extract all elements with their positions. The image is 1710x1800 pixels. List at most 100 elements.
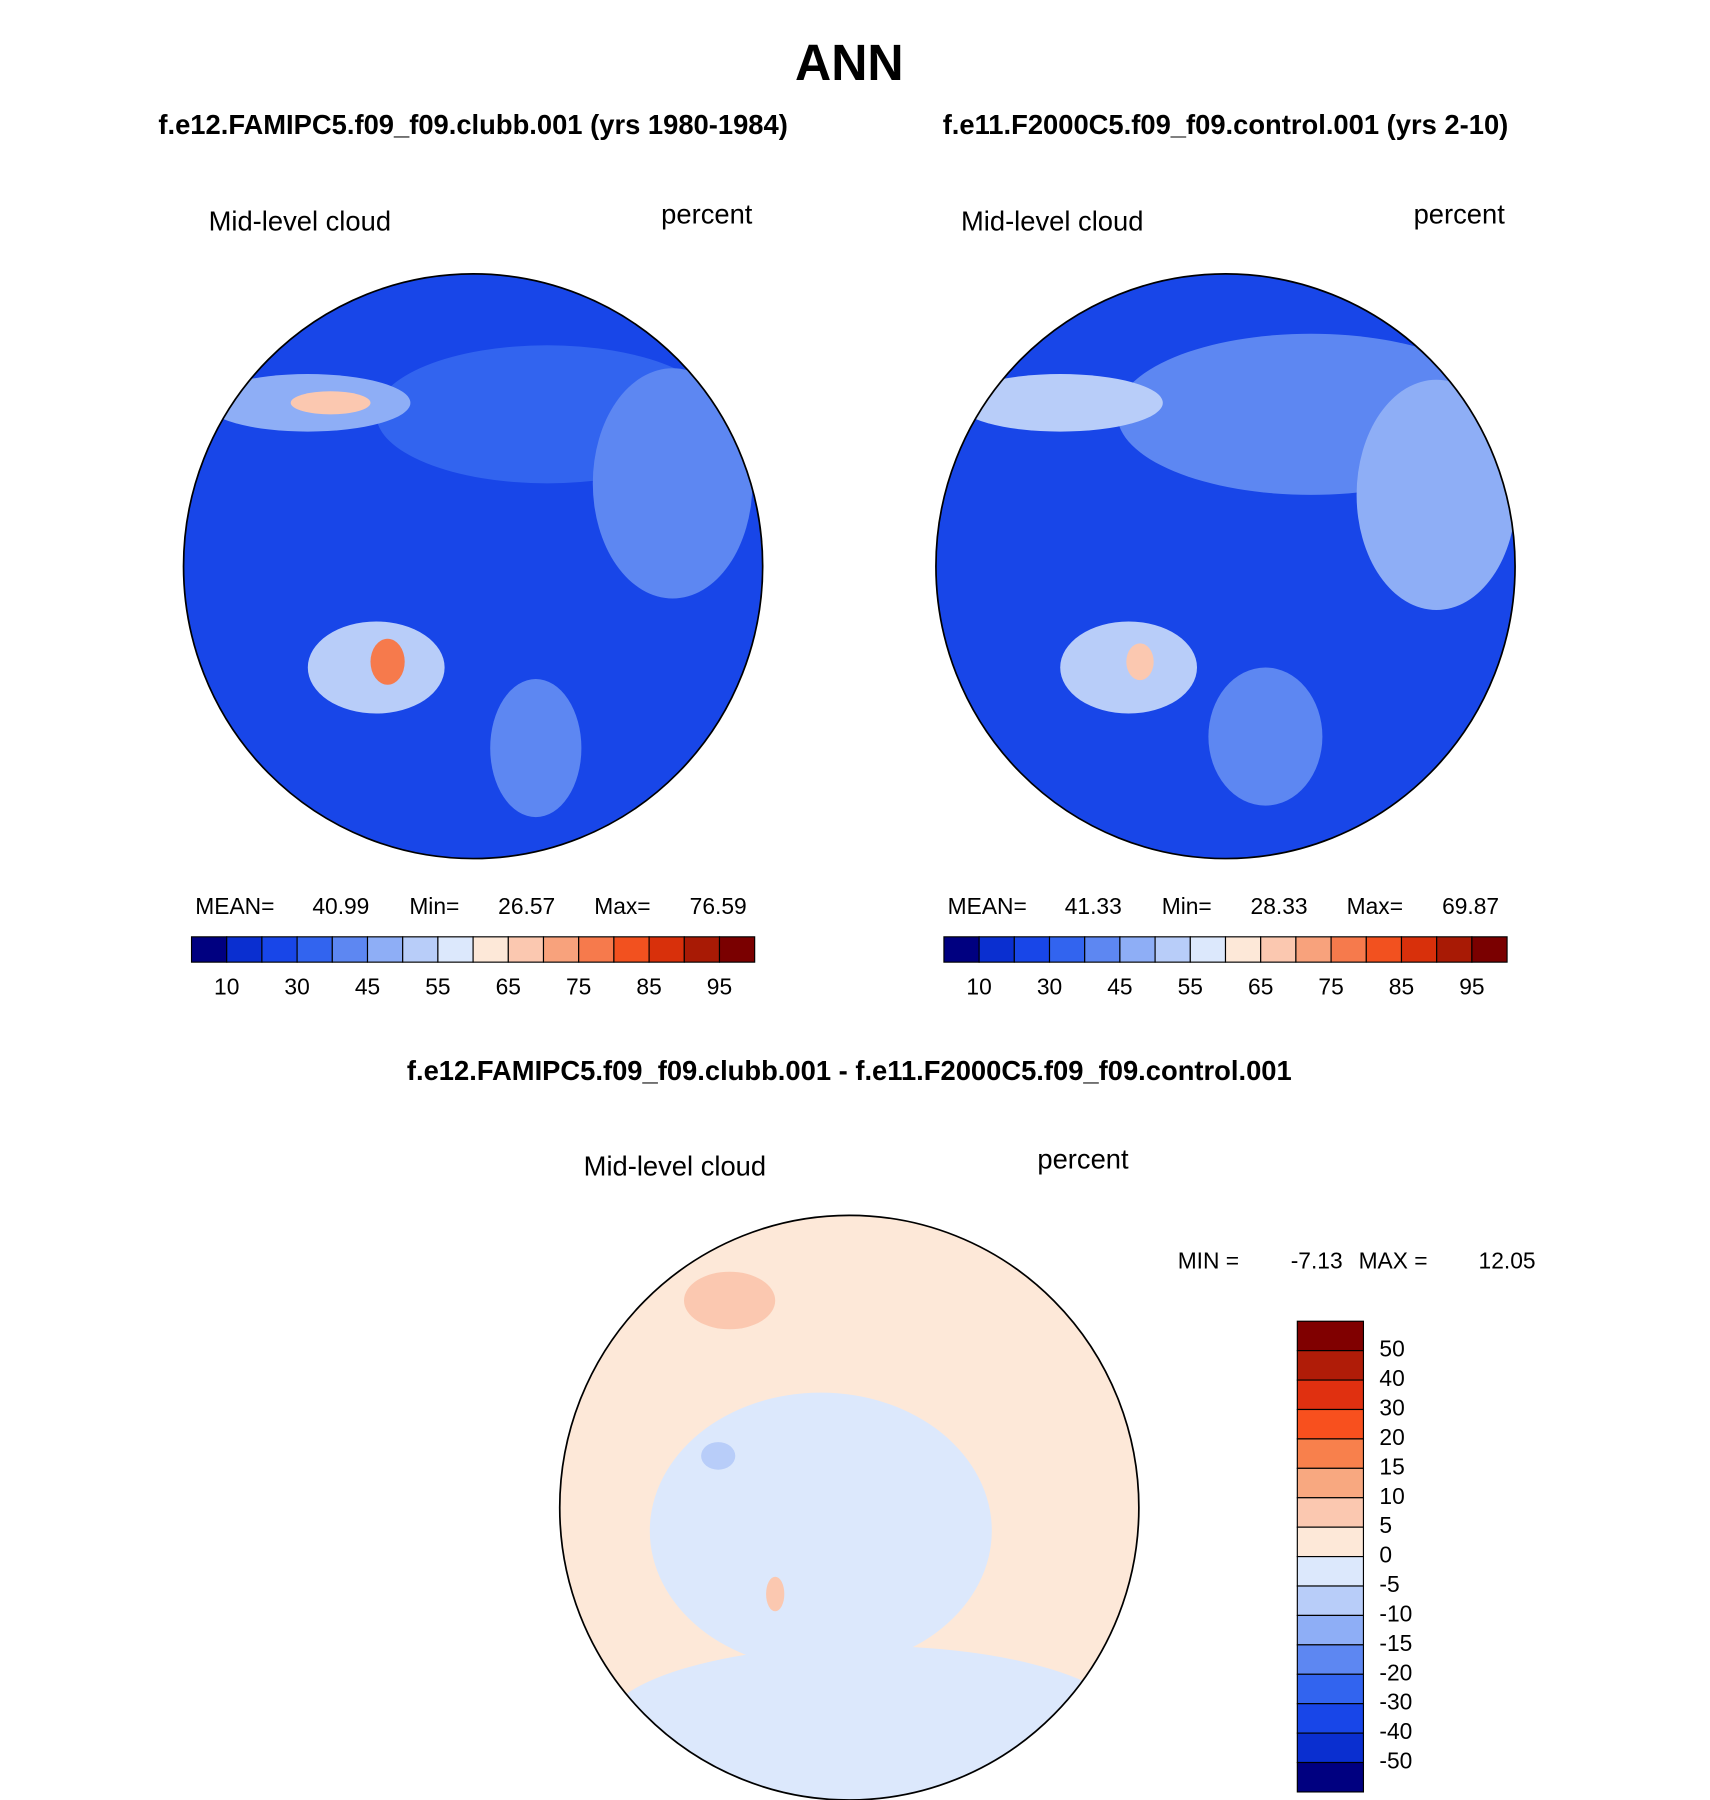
colorbar-box	[613, 936, 650, 963]
colorbar-label: 5	[1379, 1512, 1392, 1538]
colorbar-box	[1296, 1438, 1365, 1469]
colorbar-label: 45	[355, 974, 380, 1000]
colorbar-box	[296, 936, 333, 963]
variable-label: Mid-level cloud	[209, 205, 391, 236]
colorbar-box	[1224, 936, 1262, 963]
colorbar-box	[1189, 936, 1227, 963]
units-label: percent	[1414, 199, 1506, 230]
colorbar-box	[1296, 1673, 1365, 1705]
colorbar-box	[1296, 1585, 1365, 1617]
colorbar-box	[1296, 1761, 1365, 1793]
stat-label: MEAN=	[195, 893, 274, 919]
colorbar-label: -50	[1379, 1748, 1412, 1774]
colorbar-box	[1400, 936, 1438, 963]
colorbar-box	[1296, 1497, 1365, 1528]
colorbar-box	[578, 936, 615, 963]
stat-label: Min=	[1162, 893, 1212, 919]
stat-label: MEAN=	[948, 893, 1027, 919]
colorbar-label: -20	[1379, 1659, 1412, 1685]
map-border	[935, 273, 1516, 860]
stat-label: Max=	[594, 893, 650, 919]
colorbar-label: 30	[1379, 1394, 1404, 1420]
colorbar-label: -40	[1379, 1718, 1412, 1744]
colorbar-label: 65	[496, 974, 521, 1000]
stat-value: 26.57	[498, 893, 555, 919]
stat-value: -7.13	[1291, 1248, 1343, 1274]
colorbar-label: 15	[1379, 1453, 1404, 1479]
stat-label: MIN =	[1178, 1248, 1239, 1274]
colorbar-box	[1365, 936, 1403, 963]
stat-value: 28.33	[1251, 893, 1308, 919]
colorbar-box	[683, 936, 721, 963]
map-border	[558, 1214, 1140, 1800]
colorbar-label: 85	[1389, 974, 1414, 1000]
colorbar-box	[1296, 1556, 1365, 1587]
colorbar-box	[226, 936, 263, 963]
colorbar-box	[943, 936, 980, 963]
colorbar-label: -30	[1379, 1689, 1412, 1715]
colorbar-box	[1296, 1350, 1365, 1381]
colorbar-label: 10	[1379, 1483, 1404, 1509]
colorbar-label: 95	[707, 974, 732, 1000]
colorbar-label: 55	[1178, 974, 1203, 1000]
variable-label: Mid-level cloud	[584, 1150, 766, 1181]
colorbar-box	[1260, 936, 1297, 963]
colorbar-box	[1296, 1703, 1365, 1734]
colorbar-box	[366, 936, 404, 963]
colorbar-label: -5	[1379, 1571, 1399, 1597]
colorbar-label: -15	[1379, 1630, 1412, 1656]
colorbar-label: 10	[966, 974, 991, 1000]
colorbar-box	[1471, 936, 1508, 963]
colorbar-box	[978, 936, 1015, 963]
panel-title: f.e12.FAMIPC5.f09_f09.clubb.001 (yrs 198…	[158, 109, 787, 140]
stat-value: 41.33	[1065, 893, 1122, 919]
colorbar-box	[1296, 1408, 1365, 1440]
panel-title: f.e11.F2000C5.f09_f09.control.001 (yrs 2…	[943, 109, 1509, 140]
colorbar-box	[1296, 1320, 1365, 1352]
colorbar-box	[1296, 1379, 1365, 1411]
colorbar-box	[1119, 936, 1156, 963]
colorbar-label: 30	[284, 974, 309, 1000]
figure-title: ANN	[795, 34, 904, 91]
colorbar-box	[1296, 1526, 1365, 1558]
colorbar-box	[1048, 936, 1086, 963]
map-border	[182, 273, 764, 860]
units-label: percent	[661, 199, 753, 230]
variable-label: Mid-level cloud	[961, 205, 1143, 236]
colorbar-label: 40	[1379, 1365, 1404, 1391]
colorbar-box	[331, 936, 369, 963]
colorbar-box	[1295, 936, 1332, 963]
colorbar-box	[437, 936, 474, 963]
colorbar-box	[542, 936, 580, 963]
colorbar-label: 75	[1318, 974, 1343, 1000]
stat-label: Max=	[1347, 893, 1403, 919]
map	[183, 273, 763, 859]
colorbar-label: 55	[425, 974, 450, 1000]
colorbar-box	[1013, 936, 1051, 963]
diff-title: f.e12.FAMIPC5.f09_f09.clubb.001 - f.e11.…	[407, 1055, 1292, 1086]
colorbar-label: 20	[1379, 1424, 1404, 1450]
stat-value: 69.87	[1442, 893, 1499, 919]
colorbar-box	[1296, 1467, 1365, 1499]
units-label: percent	[1037, 1143, 1129, 1174]
colorbar-box	[1296, 1614, 1365, 1646]
colorbar-box	[1084, 936, 1121, 963]
map	[935, 273, 1516, 859]
colorbar-label: 30	[1037, 974, 1062, 1000]
colorbar-box	[507, 936, 545, 963]
stat-value: 76.59	[690, 893, 747, 919]
colorbar-box	[1296, 1644, 1365, 1675]
colorbar-box	[402, 936, 439, 963]
colorbar-box	[190, 936, 228, 963]
map	[559, 1215, 1139, 1800]
colorbar-box	[261, 936, 298, 963]
colorbar-label: 45	[1107, 974, 1132, 1000]
colorbar-label: 0	[1379, 1542, 1392, 1568]
colorbar-label: 95	[1459, 974, 1484, 1000]
colorbar-label: 85	[636, 974, 661, 1000]
colorbar-box	[718, 936, 756, 963]
colorbar-label: 65	[1248, 974, 1273, 1000]
stat-value: 12.05	[1479, 1248, 1536, 1274]
colorbar-box	[1436, 936, 1473, 963]
colorbar-box	[1330, 936, 1367, 963]
